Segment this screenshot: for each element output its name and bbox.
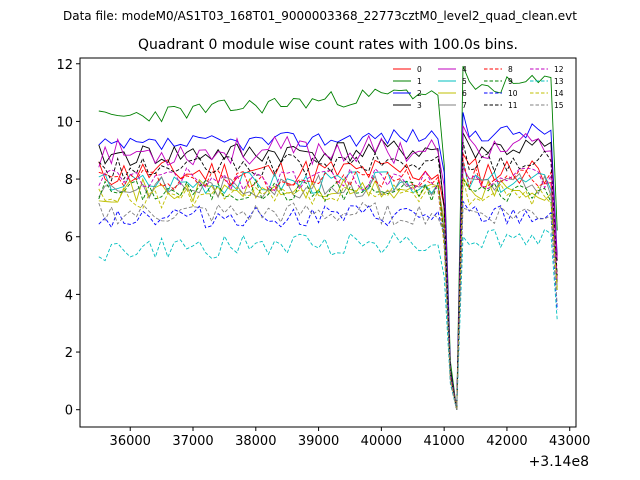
legend-label-10: 10 xyxy=(508,89,518,98)
legend-label-5: 5 xyxy=(462,77,467,86)
legend-label-0: 0 xyxy=(417,65,422,74)
x-tick-label: 43000 xyxy=(549,434,590,449)
series-line-6 xyxy=(98,175,558,410)
x-tick-label: 40000 xyxy=(361,434,402,449)
plot-area xyxy=(79,57,577,428)
y-tick-label: 8 xyxy=(65,173,73,188)
series-line-11 xyxy=(98,142,558,410)
y-tick-label: 4 xyxy=(65,288,73,303)
legend-label-6: 6 xyxy=(462,89,467,98)
y-tick-label: 6 xyxy=(65,231,73,246)
x-tick-label: 42000 xyxy=(486,434,527,449)
chart-title: Quadrant 0 module wise count rates with … xyxy=(138,37,518,53)
legend-label-9: 9 xyxy=(508,77,513,86)
x-tick-label: 37000 xyxy=(172,434,213,449)
x-tick-label: 39000 xyxy=(298,434,339,449)
legend-label-7: 7 xyxy=(462,101,467,110)
series-line-12 xyxy=(98,165,558,410)
series-line-13 xyxy=(98,228,558,410)
legend-label-1: 1 xyxy=(417,77,422,86)
legend-label-8: 8 xyxy=(508,65,513,74)
series-line-15 xyxy=(98,202,558,410)
series-group xyxy=(98,65,558,410)
x-tick-label: 38000 xyxy=(235,434,276,449)
legend-label-13: 13 xyxy=(554,77,564,86)
x-tick-label: 41000 xyxy=(423,434,464,449)
y-axis: 0 2 4 6 8 10 12 xyxy=(56,58,80,419)
series-line-4 xyxy=(98,125,558,410)
series-line-8 xyxy=(98,159,558,410)
series-line-7 xyxy=(98,165,558,410)
series-line-14 xyxy=(98,178,558,410)
x-tick-label: 36000 xyxy=(110,434,151,449)
y-tick-label: 0 xyxy=(65,404,73,419)
x-axis: 36000 37000 38000 39000 40000 41000 42000 43000 xyxy=(110,427,590,449)
series-line-1 xyxy=(98,65,558,410)
y-tick-label: 10 xyxy=(56,115,73,130)
legend-label-3: 3 xyxy=(417,101,422,110)
legend-label-4: 4 xyxy=(462,65,467,74)
legend-label-14: 14 xyxy=(554,89,564,98)
legend-label-2: 2 xyxy=(417,89,422,98)
legend-label-12: 12 xyxy=(554,65,564,74)
y-tick-label: 2 xyxy=(65,346,73,361)
series-line-2 xyxy=(98,112,558,410)
axes-frame xyxy=(79,57,577,428)
legend-label-11: 11 xyxy=(508,101,518,110)
legend-label-15: 15 xyxy=(554,101,564,110)
series-line-9 xyxy=(98,176,558,410)
x-offset-label: +3.14e8 xyxy=(529,454,589,470)
y-tick-label: 12 xyxy=(56,58,73,73)
series-line-3 xyxy=(98,132,558,410)
figure-suptitle: Data file: modeM0/AS1T03_168T01_90000033… xyxy=(63,9,577,23)
series-line-10 xyxy=(98,199,558,410)
